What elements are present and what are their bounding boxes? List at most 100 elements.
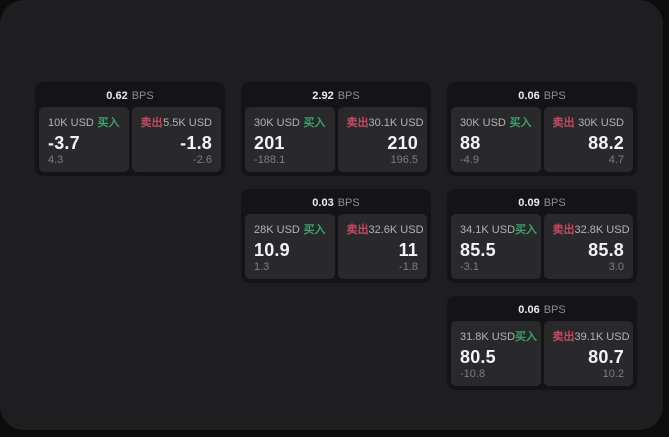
sell-price: -1.8	[180, 133, 212, 153]
spread-unit-label: BPS	[131, 89, 154, 102]
sell-delta: -1.8	[399, 261, 418, 273]
spread-unit-label: BPS	[337, 196, 360, 209]
card-header: 0.09 BPS	[447, 189, 637, 214]
spread-value: 0.09	[518, 196, 540, 209]
quote-card[interactable]: 0.62 BPS 10K USD 买入 -3.7 4.3 卖出 5.5K USD…	[35, 82, 225, 176]
buy-panel[interactable]: 31.8K USD 买入 80.5 -10.8	[451, 321, 541, 386]
buy-delta: -4.9	[460, 154, 479, 166]
spread-unit-label: BPS	[543, 303, 566, 316]
sell-panel[interactable]: 卖出 39.1K USD 80.7 10.2	[543, 321, 633, 386]
buy-panel-top: 10K USD 买入	[48, 114, 120, 130]
buy-panel-top: 28K USD 买入	[254, 221, 326, 237]
card-header: 0.06 BPS	[447, 296, 637, 321]
sell-delta: 3.0	[608, 261, 624, 273]
quote-card[interactable]: 0.06 BPS 30K USD 买入 88 -4.9 卖出 30K USD 8…	[447, 82, 637, 176]
sell-size: 39.1K USD	[574, 331, 630, 343]
buy-side-label: 买入	[303, 117, 326, 129]
card-header: 2.92 BPS	[241, 82, 431, 107]
buy-panel[interactable]: 10K USD 买入 -3.7 4.3	[39, 107, 129, 172]
buy-size: 31.8K USD	[460, 331, 516, 343]
sell-panel[interactable]: 卖出 32.6K USD 11 -1.8	[337, 214, 427, 279]
buy-price: 10.9	[254, 240, 290, 260]
buy-price: 85.5	[460, 240, 496, 260]
sell-delta: 4.7	[608, 154, 624, 166]
sell-panel-top: 卖出 5.5K USD	[141, 114, 213, 130]
quote-grid: 0.62 BPS 10K USD 买入 -3.7 4.3 卖出 5.5K USD…	[35, 82, 637, 390]
card-body: 30K USD 买入 201 -188.1 卖出 30.1K USD 210 1…	[241, 107, 431, 176]
sell-side-label: 卖出	[346, 224, 369, 236]
quote-card[interactable]: 0.09 BPS 34.1K USD 买入 85.5 -3.1 卖出 32.8K…	[447, 189, 637, 283]
sell-side-label: 卖出	[552, 331, 575, 343]
buy-side-label: 买入	[97, 117, 120, 129]
sell-size: 5.5K USD	[163, 117, 212, 129]
sell-panel[interactable]: 卖出 5.5K USD -1.8 -2.6	[131, 107, 221, 172]
sell-side-label: 卖出	[140, 117, 163, 129]
sell-price: 210	[387, 133, 418, 153]
card-body: 34.1K USD 买入 85.5 -3.1 卖出 32.8K USD 85.8…	[447, 214, 637, 283]
quote-card[interactable]: 2.92 BPS 30K USD 买入 201 -188.1 卖出 30.1K …	[241, 82, 431, 176]
sell-panel-top: 卖出 39.1K USD	[552, 328, 630, 344]
buy-price: 80.5	[460, 347, 496, 367]
spread-value: 0.06	[518, 89, 540, 102]
buy-panel-top: 30K USD 买入	[460, 114, 532, 130]
buy-delta: 1.3	[254, 261, 270, 273]
buy-size: 34.1K USD	[460, 224, 516, 236]
sell-price: 85.8	[588, 240, 624, 260]
buy-delta: 4.3	[48, 154, 64, 166]
sell-delta: 10.2	[602, 368, 624, 380]
card-header: 0.62 BPS	[35, 82, 225, 107]
buy-price: 201	[254, 133, 285, 153]
spread-unit-label: BPS	[337, 89, 360, 102]
buy-panel-top: 30K USD 买入	[254, 114, 326, 130]
buy-size: 28K USD	[254, 224, 300, 236]
card-header: 0.06 BPS	[447, 82, 637, 107]
spread-value: 0.62	[106, 89, 128, 102]
spread-value: 0.06	[518, 303, 540, 316]
buy-panel[interactable]: 28K USD 买入 10.9 1.3	[245, 214, 335, 279]
buy-price: -3.7	[48, 133, 80, 153]
buy-panel-top: 31.8K USD 买入	[460, 328, 537, 344]
spread-unit-label: BPS	[543, 196, 566, 209]
buy-delta: -188.1	[254, 154, 286, 166]
sell-delta: 196.5	[390, 154, 418, 166]
buy-panel-top: 34.1K USD 买入	[460, 221, 537, 237]
card-header: 0.03 BPS	[241, 189, 431, 214]
quote-card[interactable]: 0.06 BPS 31.8K USD 买入 80.5 -10.8 卖出 39.1…	[447, 296, 637, 390]
buy-panel[interactable]: 30K USD 买入 88 -4.9	[451, 107, 541, 172]
sell-price: 80.7	[588, 347, 624, 367]
quote-card[interactable]: 0.03 BPS 28K USD 买入 10.9 1.3 卖出 32.6K US…	[241, 189, 431, 283]
sell-panel[interactable]: 卖出 30.1K USD 210 196.5	[337, 107, 427, 172]
buy-side-label: 买入	[509, 117, 532, 129]
spread-unit-label: BPS	[543, 89, 566, 102]
card-body: 30K USD 买入 88 -4.9 卖出 30K USD 88.2 4.7	[447, 107, 637, 176]
buy-delta: -3.1	[460, 261, 479, 273]
sell-side-label: 卖出	[346, 117, 369, 129]
buy-size: 30K USD	[254, 117, 300, 129]
sell-size: 30K USD	[578, 117, 624, 129]
sell-panel[interactable]: 卖出 30K USD 88.2 4.7	[543, 107, 633, 172]
buy-panel[interactable]: 30K USD 买入 201 -188.1	[245, 107, 335, 172]
buy-side-label: 买入	[515, 224, 538, 236]
sell-panel-top: 卖出 32.6K USD	[346, 221, 424, 237]
buy-side-label: 买入	[515, 331, 538, 343]
card-body: 31.8K USD 买入 80.5 -10.8 卖出 39.1K USD 80.…	[447, 321, 637, 390]
sell-panel-top: 卖出 30K USD	[553, 114, 625, 130]
buy-panel[interactable]: 34.1K USD 买入 85.5 -3.1	[451, 214, 541, 279]
card-body: 28K USD 买入 10.9 1.3 卖出 32.6K USD 11 -1.8	[241, 214, 431, 283]
spread-value: 0.03	[312, 196, 334, 209]
sell-price: 11	[398, 240, 418, 260]
buy-side-label: 买入	[303, 224, 326, 236]
sell-size: 32.8K USD	[574, 224, 630, 236]
sell-size: 30.1K USD	[368, 117, 424, 129]
buy-size: 10K USD	[48, 117, 94, 129]
app-window: 0.62 BPS 10K USD 买入 -3.7 4.3 卖出 5.5K USD…	[0, 0, 663, 430]
buy-size: 30K USD	[460, 117, 506, 129]
buy-delta: -10.8	[460, 368, 486, 380]
sell-panel[interactable]: 卖出 32.8K USD 85.8 3.0	[543, 214, 633, 279]
card-body: 10K USD 买入 -3.7 4.3 卖出 5.5K USD -1.8 -2.…	[35, 107, 225, 176]
buy-price: 88	[460, 133, 481, 153]
sell-size: 32.6K USD	[368, 224, 424, 236]
sell-delta: -2.6	[193, 154, 212, 166]
sell-panel-top: 卖出 32.8K USD	[553, 221, 630, 237]
